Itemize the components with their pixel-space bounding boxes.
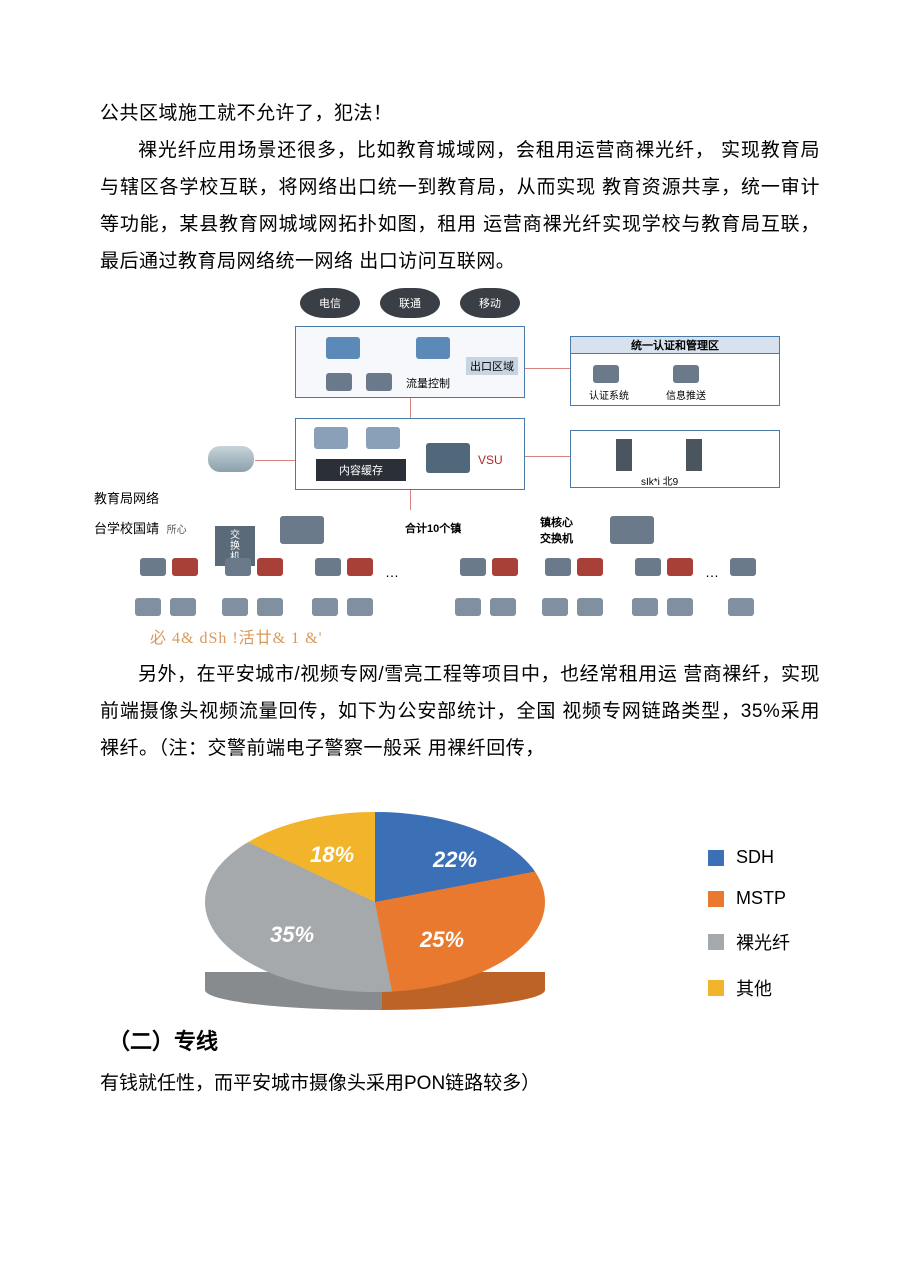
cloud-unicom: 联通 xyxy=(380,288,440,318)
legend-label-2: 裸光纤 xyxy=(736,929,790,955)
legend-swatch-2 xyxy=(708,934,724,950)
exit-area-box: 出口区域 流量控制 xyxy=(295,326,525,398)
agg-switch-2 xyxy=(610,516,654,544)
cloud-mobile: 移动 xyxy=(460,288,520,318)
flow-control-label: 流量控制 xyxy=(406,375,450,391)
legend-row-3: 其他 xyxy=(708,975,790,1001)
cache-server-icon xyxy=(208,446,254,472)
watermark-text: 必 4& dSh !活廿& 1 &' xyxy=(150,624,322,648)
core-vsu-box: 内容缓存 VSU xyxy=(295,418,525,490)
legend-label-0: SDH xyxy=(736,847,774,868)
legend-row-0: SDH xyxy=(708,847,790,868)
pie-label-3: 18% xyxy=(310,842,354,868)
paragraph-3: 另外，在平安城市/视频专网/雪亮工程等项目中，也经常租用运 营商裸纤，实现前端摄… xyxy=(100,656,820,767)
town-total-label: 合计10个镇 xyxy=(405,520,461,536)
network-diagram: 电信 联通 移动 出口区域 流量控制 统一认证和管理区 认证系统 信息推送 内容… xyxy=(100,288,820,648)
paragraph-1: 公共区域施工就不允许了，犯法！ xyxy=(100,95,820,132)
pie-label-2: 35% xyxy=(270,922,314,948)
legend-label-1: MSTP xyxy=(736,888,786,909)
paragraph-2: 裸光纤应用场景还很多，比如教育城域网，会租用运营商裸光纤， 实现教育局与辖区各学… xyxy=(100,132,820,280)
server-label: sIk*i 北9 xyxy=(641,473,678,488)
pie-chart-section: 22% 25% 35% 18% SDH MSTP 裸光纤 其他 （二）专线 xyxy=(100,792,820,1062)
section-title: （二）专线 xyxy=(108,1024,218,1056)
cache-label: 内容缓存 xyxy=(316,459,406,481)
legend-swatch-1 xyxy=(708,891,724,907)
legend-row-2: 裸光纤 xyxy=(708,929,790,955)
pie-top xyxy=(205,812,545,992)
vsu-label: VSU xyxy=(478,453,503,467)
agg-switch-1 xyxy=(280,516,324,544)
closing-line: 有钱就任性，而平安城市摄像头采用PON链路较多） xyxy=(100,1066,820,1102)
auth-mgmt-box: 统一认证和管理区 认证系统 信息推送 xyxy=(570,336,780,406)
legend-label-3: 其他 xyxy=(736,975,772,1001)
pie-legend: SDH MSTP 裸光纤 其他 xyxy=(708,847,790,1021)
info-push-label: 信息推送 xyxy=(666,387,706,402)
tree-group-right: … xyxy=(450,558,790,638)
legend-row-1: MSTP xyxy=(708,888,790,909)
side-label-edu: 教育局网络 xyxy=(90,486,163,509)
pie-label-1: 25% xyxy=(420,927,464,953)
pie-chart: 22% 25% 35% 18% xyxy=(205,812,545,1012)
legend-swatch-0 xyxy=(708,850,724,866)
exit-label: 出口区域 xyxy=(466,357,518,375)
pie-label-0: 22% xyxy=(433,847,477,873)
server-box: sIk*i 北9 xyxy=(570,430,780,488)
cloud-telecom: 电信 xyxy=(300,288,360,318)
side-label-school: 台学校国靖 所心 xyxy=(90,516,191,539)
auth-sys-label: 认证系统 xyxy=(589,387,629,402)
town-core-label: 镇核心 交换机 xyxy=(540,514,573,546)
legend-swatch-3 xyxy=(708,980,724,996)
auth-title: 统一认证和管理区 xyxy=(570,336,780,354)
